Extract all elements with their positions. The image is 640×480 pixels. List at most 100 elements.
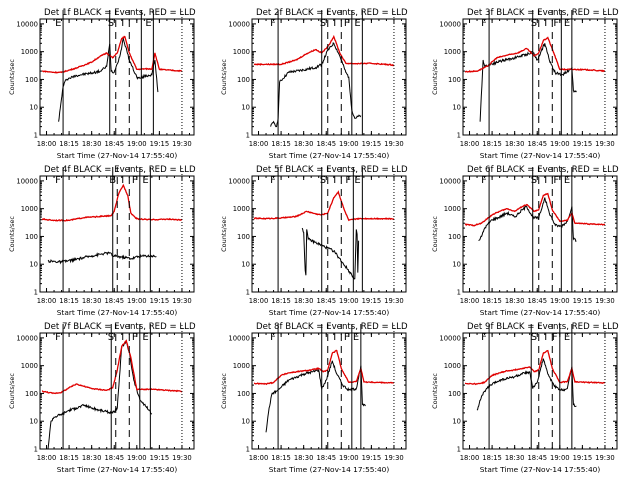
phase-marker-label: E: [564, 18, 570, 29]
lld-series-line: [253, 190, 395, 222]
x-tick-label: 19:15: [150, 140, 170, 148]
plot-area: [253, 34, 395, 128]
y-axis-label: Counts/sec: [8, 373, 16, 409]
x-tick-label: 18:30: [82, 454, 102, 462]
phase-marker-label: F: [270, 18, 276, 29]
y-axis-label: Counts/sec: [431, 216, 439, 252]
x-tick-label: 18:30: [82, 140, 102, 148]
lld-series-line: [464, 36, 605, 73]
phase-marker-label: F: [55, 175, 61, 186]
phase-marker-label: S: [108, 18, 114, 29]
y-tick-label: 10: [452, 261, 461, 269]
phase-marker-label: F: [481, 332, 487, 343]
x-tick-label: 19:00: [339, 297, 359, 305]
x-tick-label: 19:00: [550, 140, 570, 148]
x-tick-label: 18:00: [37, 297, 57, 305]
plot-frame: [251, 332, 407, 450]
x-tick-label: 18:30: [505, 140, 525, 148]
x-axis-label: Start Time (27-Nov-14 17:55:40): [57, 308, 178, 317]
y-tick-label: 10000: [228, 334, 250, 342]
x-tick-label: 18:45: [104, 140, 124, 148]
plot-frame: [462, 332, 618, 450]
y-tick-label: 1: [34, 289, 38, 297]
x-tick-label: 19:00: [339, 454, 359, 462]
x-tick-label: 18:00: [249, 297, 269, 305]
y-tick-label: 10000: [16, 177, 38, 185]
x-tick-label: 18:15: [482, 140, 502, 148]
y-axis-label: Counts/sec: [8, 59, 16, 95]
lld-series-line: [253, 349, 394, 386]
x-tick-label: 18:45: [316, 140, 336, 148]
x-tick-label: 18:45: [527, 297, 547, 305]
events-series-line: [47, 341, 153, 449]
panel-4: Det 4f BLACK = Events, RED = LLD Counts/s…: [8, 165, 196, 317]
phase-marker-label: I: [121, 18, 124, 29]
y-tick-label: 10: [452, 418, 461, 426]
y-tick-label: 10000: [439, 334, 461, 342]
y-tick-label: 100: [25, 233, 38, 241]
x-tick-label: 18:15: [271, 140, 291, 148]
x-axis-label: Start Time (27-Nov-14 17:55:40): [57, 151, 178, 160]
x-tick-label: 19:30: [595, 297, 615, 305]
panel-3: Det 3f BLACK = Events, RED = LLD Counts/s…: [431, 8, 619, 160]
x-tick-label: 19:30: [595, 454, 615, 462]
events-series-line: [479, 43, 577, 122]
x-tick-label: 19:00: [127, 454, 147, 462]
y-tick-label: 1: [246, 446, 250, 454]
x-tick-label: 19:00: [339, 140, 359, 148]
y-tick-label: 1: [246, 289, 250, 297]
x-axis-label: Start Time (27-Nov-14 17:55:40): [269, 308, 390, 317]
x-tick-label: 19:15: [362, 454, 382, 462]
y-tick-label: 10000: [16, 20, 38, 28]
y-tick-label: 1000: [444, 205, 461, 213]
events-series-line: [265, 360, 366, 433]
x-tick-label: 19:15: [362, 140, 382, 148]
phase-marker-label: I: [121, 332, 124, 343]
x-axis-label: Start Time (27-Nov-14 17:55:40): [480, 465, 601, 474]
panel-1: Det 1f BLACK = Events, RED = LLD Counts/s…: [8, 8, 196, 160]
plot-frame: [39, 175, 195, 293]
lld-series-line: [253, 34, 395, 67]
phase-marker-label: E: [354, 18, 360, 29]
y-tick-label: 100: [25, 390, 38, 398]
y-tick-label: 1000: [233, 205, 250, 213]
y-tick-label: 1000: [21, 48, 38, 56]
phase-marker-label: E: [354, 175, 360, 186]
y-tick-label: 10: [29, 104, 38, 112]
x-tick-label: 19:30: [595, 140, 615, 148]
x-tick-label: 19:15: [573, 454, 593, 462]
phase-marker-label: S: [320, 18, 326, 29]
y-tick-label: 1: [457, 446, 461, 454]
y-tick-label: 100: [25, 76, 38, 84]
x-tick-label: 19:15: [573, 140, 593, 148]
plot-frame: [251, 18, 407, 136]
x-tick-label: 18:00: [37, 140, 57, 148]
plot-frame: [462, 18, 618, 136]
x-axis-label: Start Time (27-Nov-14 17:55:40): [269, 465, 390, 474]
plot-frame: [251, 175, 407, 293]
x-tick-label: 18:45: [316, 297, 336, 305]
y-tick-label: 10000: [228, 20, 250, 28]
x-tick-label: 18:30: [294, 297, 314, 305]
x-tick-label: 18:45: [316, 454, 336, 462]
x-tick-label: 18:15: [59, 297, 79, 305]
panel-title: Det 9f BLACK = Events, RED = LLD: [467, 322, 619, 332]
x-axis-label: Start Time (27-Nov-14 17:55:40): [269, 151, 390, 160]
y-tick-label: 100: [237, 76, 250, 84]
plot-frame: [39, 332, 195, 450]
phase-marker-label: E: [564, 332, 570, 343]
phase-marker-label: F: [270, 175, 276, 186]
x-tick-label: 19:30: [172, 140, 192, 148]
y-axis-label: Counts/sec: [8, 216, 16, 252]
x-tick-label: 19:30: [172, 297, 192, 305]
events-series-line: [58, 38, 159, 122]
phase-marker-label: I: [333, 18, 336, 29]
panel-6: Det 6f BLACK = Events, RED = LLD Counts/s…: [431, 165, 619, 317]
panel-2: Det 2f BLACK = Events, RED = LLD Counts/s…: [220, 8, 408, 160]
phase-marker-label: F: [553, 18, 559, 29]
phase-marker-label: S: [108, 332, 114, 343]
phase-marker-label: F: [132, 175, 138, 186]
x-tick-label: 18:15: [59, 454, 79, 462]
panel-title: Det 1f BLACK = Events, RED = LLD: [44, 8, 196, 18]
y-tick-label: 100: [237, 390, 250, 398]
